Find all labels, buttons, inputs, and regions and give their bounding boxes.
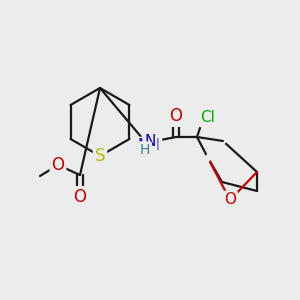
Text: O: O: [74, 188, 86, 206]
Text: NH: NH: [138, 139, 161, 154]
Text: O: O: [224, 193, 236, 208]
Text: H: H: [140, 143, 150, 157]
Text: S: S: [95, 147, 105, 165]
Text: O: O: [169, 107, 182, 125]
Text: N: N: [144, 134, 156, 149]
Text: Cl: Cl: [201, 110, 215, 125]
Text: O: O: [52, 156, 64, 174]
